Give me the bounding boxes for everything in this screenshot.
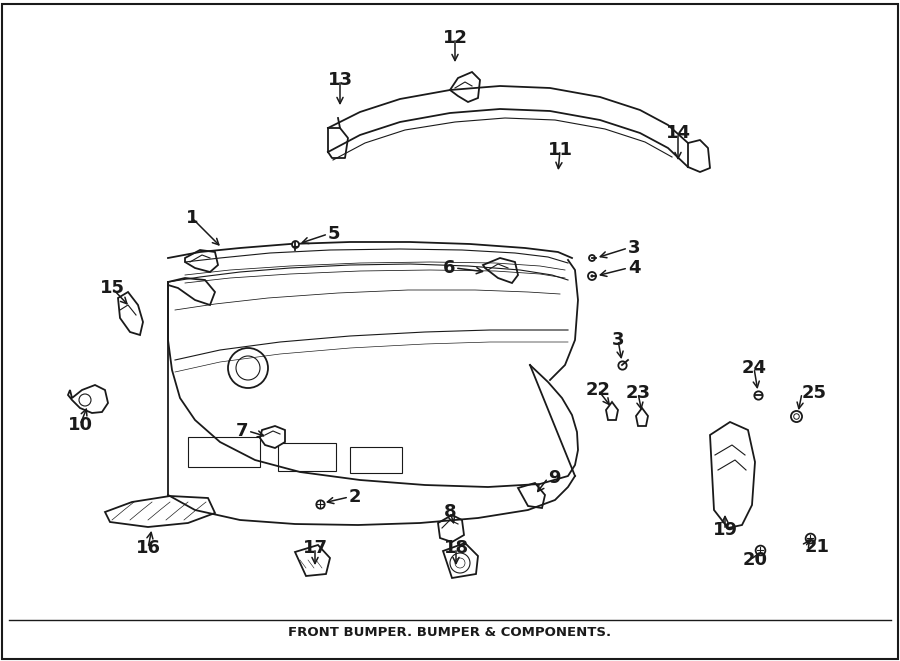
Text: 24: 24 — [742, 359, 767, 377]
Text: FRONT BUMPER. BUMPER & COMPONENTS.: FRONT BUMPER. BUMPER & COMPONENTS. — [288, 625, 612, 639]
Text: 14: 14 — [665, 124, 690, 142]
Text: 13: 13 — [328, 71, 353, 89]
Text: 12: 12 — [443, 29, 467, 47]
Text: 2: 2 — [349, 488, 362, 506]
Text: 17: 17 — [302, 539, 328, 557]
Text: 4: 4 — [628, 259, 641, 277]
Text: 18: 18 — [444, 539, 469, 557]
Bar — [350, 447, 402, 473]
Polygon shape — [636, 408, 648, 426]
Polygon shape — [483, 258, 518, 283]
Polygon shape — [606, 402, 618, 420]
Polygon shape — [118, 292, 143, 335]
Polygon shape — [260, 426, 285, 448]
Text: 1: 1 — [185, 209, 198, 227]
Polygon shape — [105, 496, 215, 527]
Polygon shape — [438, 515, 464, 542]
Text: 6: 6 — [443, 259, 455, 277]
Text: 5: 5 — [328, 225, 340, 243]
Polygon shape — [185, 250, 218, 272]
Polygon shape — [518, 483, 545, 508]
Text: 8: 8 — [444, 503, 456, 521]
Text: 25: 25 — [802, 384, 827, 402]
Polygon shape — [443, 543, 478, 578]
Text: 16: 16 — [136, 539, 160, 557]
Polygon shape — [710, 422, 755, 528]
Bar — [188, 437, 260, 467]
Text: 9: 9 — [548, 469, 561, 487]
Polygon shape — [450, 72, 480, 102]
Text: 19: 19 — [713, 521, 737, 539]
Polygon shape — [68, 385, 108, 413]
Text: 11: 11 — [547, 141, 572, 159]
Polygon shape — [295, 545, 330, 576]
Text: 23: 23 — [626, 384, 651, 402]
Text: 3: 3 — [628, 239, 641, 257]
Polygon shape — [168, 278, 215, 305]
Text: 15: 15 — [100, 279, 124, 297]
Text: 22: 22 — [586, 381, 610, 399]
Text: 3: 3 — [612, 331, 625, 349]
Text: 21: 21 — [805, 538, 830, 556]
Text: 10: 10 — [68, 416, 93, 434]
Bar — [278, 443, 336, 471]
Text: 20: 20 — [742, 551, 768, 569]
Text: 7: 7 — [236, 422, 248, 440]
